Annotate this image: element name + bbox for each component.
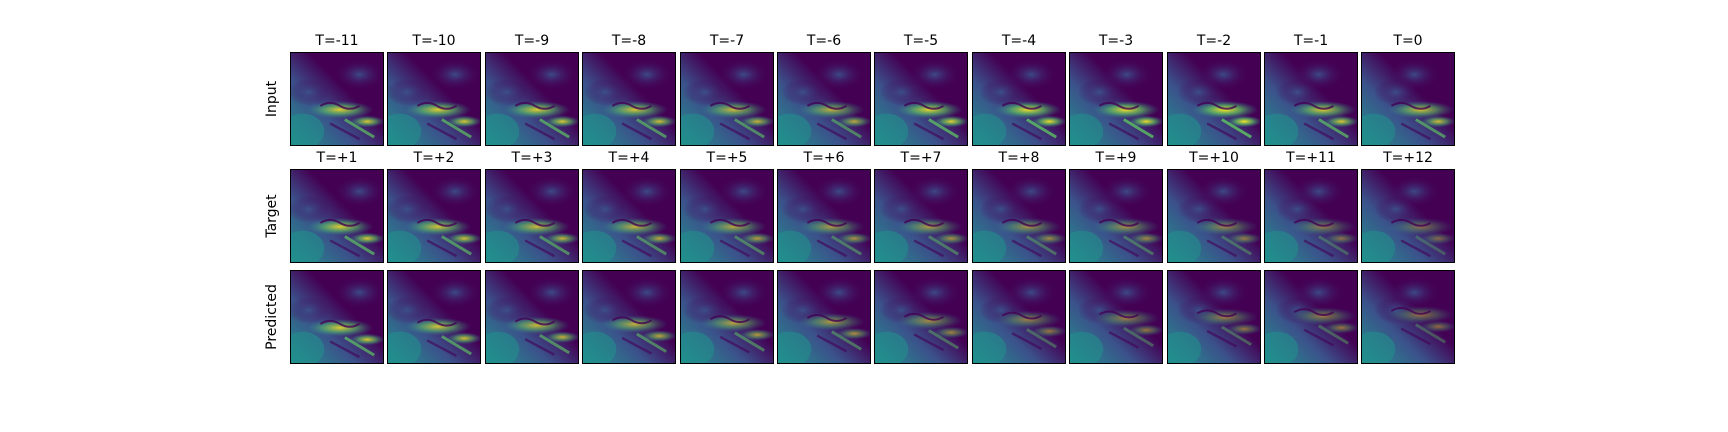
panel-title: T=+5 [706, 150, 748, 166]
panel-title: T=0 [1393, 33, 1423, 49]
panel-title: T=+9 [1095, 150, 1137, 166]
heatmap-panel [1069, 270, 1163, 364]
panel-title: T=+7 [900, 150, 942, 166]
panel-title: T=-8 [611, 33, 647, 49]
heatmap-panel [1361, 270, 1455, 364]
panel-title: T=+6 [803, 150, 845, 166]
heatmap-panel [680, 52, 774, 146]
heatmap-panel [582, 270, 676, 364]
row-label-predicted: Predicted [264, 284, 280, 350]
heatmap-panel [290, 270, 384, 364]
heatmap-panel [1167, 52, 1261, 146]
heatmap-panel [972, 52, 1066, 146]
panel-title: T=+8 [998, 150, 1040, 166]
heatmap-panel [582, 169, 676, 263]
panel-title: T=-4 [1001, 33, 1037, 49]
panel-title: T=-11 [315, 33, 359, 49]
heatmap-panel [680, 169, 774, 263]
heatmap-panel [972, 169, 1066, 263]
panel-title: T=+10 [1189, 150, 1239, 166]
heatmap-panel [290, 52, 384, 146]
panel-title: T=-9 [514, 33, 550, 49]
panel-title: T=+12 [1383, 150, 1433, 166]
panel-title: T=+11 [1286, 150, 1336, 166]
heatmap-panel [1361, 52, 1455, 146]
panel-title: T=+3 [511, 150, 553, 166]
panel-title: T=-6 [806, 33, 842, 49]
heatmap-panel [1167, 169, 1261, 263]
heatmap-panel [777, 52, 871, 146]
panel-title: T=-3 [1098, 33, 1134, 49]
heatmap-panel [290, 169, 384, 263]
row-label-input: Input [264, 80, 280, 118]
panel-title: T=+2 [413, 150, 455, 166]
panel-title: T=-1 [1293, 33, 1329, 49]
heatmap-panel [1264, 52, 1358, 146]
heatmap-panel [680, 270, 774, 364]
heatmap-panel [874, 52, 968, 146]
panel-title: T=-5 [903, 33, 939, 49]
panel-title: T=-10 [412, 33, 456, 49]
heatmap-panel [485, 270, 579, 364]
heatmap-panel [387, 169, 481, 263]
heatmap-panel [1264, 169, 1358, 263]
heatmap-panel [874, 270, 968, 364]
heatmap-panel [1264, 270, 1358, 364]
panel-title: T=+4 [608, 150, 650, 166]
heatmap-panel [777, 169, 871, 263]
heatmap-panel [1167, 270, 1261, 364]
panel-title: T=+1 [316, 150, 358, 166]
heatmap-panel [1361, 169, 1455, 263]
heatmap-panel [485, 52, 579, 146]
heatmap-panel [582, 52, 676, 146]
heatmap-panel [1069, 169, 1163, 263]
heatmap-panel [874, 169, 968, 263]
heatmap-panel [777, 270, 871, 364]
heatmap-panel [387, 52, 481, 146]
heatmap-panel [972, 270, 1066, 364]
panel-title: T=-2 [1196, 33, 1232, 49]
heatmap-panel [485, 169, 579, 263]
panel-title: T=-7 [709, 33, 745, 49]
heatmap-panel [387, 270, 481, 364]
heatmap-panel [1069, 52, 1163, 146]
